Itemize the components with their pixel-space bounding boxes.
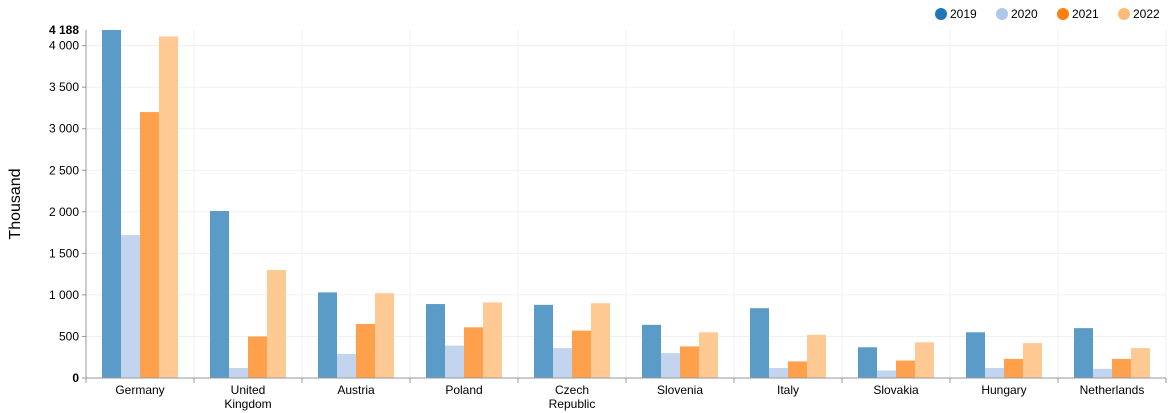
bar-2019[interactable]	[534, 304, 553, 378]
bar-2019[interactable]	[642, 324, 661, 378]
x-category-label: Slovakia	[873, 383, 919, 397]
legend-item-2022[interactable]: 2022	[1118, 7, 1160, 21]
legend-label: 2021	[1072, 7, 1099, 21]
bar-2021[interactable]	[140, 112, 159, 379]
x-category-label: Germany	[115, 383, 164, 397]
bar-2020[interactable]	[445, 345, 464, 378]
bar-2019[interactable]	[750, 308, 769, 378]
bar-2021[interactable]	[248, 336, 267, 378]
bar-2020[interactable]	[229, 368, 248, 378]
bar-2020[interactable]	[985, 368, 1004, 378]
bar-2021[interactable]	[572, 330, 591, 378]
x-category-label: United Kingdom	[224, 383, 271, 411]
bar-2022[interactable]	[591, 303, 610, 378]
x-category-label: Austria	[337, 383, 375, 397]
y-max-label: 4 188	[49, 23, 79, 37]
y-tick-label: 3 000	[49, 122, 79, 136]
bar-2019[interactable]	[1074, 328, 1093, 378]
bar-2019[interactable]	[102, 30, 121, 378]
x-category-label: Slovenia	[657, 383, 703, 397]
y-axis-label: Thousand	[7, 168, 24, 239]
bar-2019[interactable]	[318, 292, 337, 378]
legend-label: 2020	[1011, 7, 1038, 21]
y-tick-labels: 0 500 1 000 1 500 2 000 2 500 3 000 3 500 4 000 4…	[49, 23, 79, 385]
grid-lines	[85, 30, 1167, 378]
x-category-label: Poland	[445, 383, 482, 397]
bar-2020[interactable]	[1093, 368, 1112, 378]
bar-2022[interactable]	[699, 332, 718, 378]
legend[interactable]: 2019 2020 2021 2022	[935, 7, 1160, 21]
legend-swatch	[1057, 8, 1069, 20]
bar-2021[interactable]	[1112, 358, 1131, 378]
bar-2022[interactable]	[807, 334, 826, 378]
legend-swatch	[1118, 8, 1130, 20]
bar-2020[interactable]	[553, 348, 572, 378]
bar-2019[interactable]	[966, 332, 985, 378]
y-tick-label: 1 500	[49, 246, 79, 260]
bar-2022[interactable]	[915, 342, 934, 378]
y-tick-label: 3 500	[49, 80, 79, 94]
legend-swatch	[996, 8, 1008, 20]
bar-2019[interactable]	[426, 304, 445, 378]
x-category-label: Hungary	[981, 383, 1026, 397]
bar-2021[interactable]	[896, 360, 915, 378]
legend-item-2021[interactable]: 2021	[1057, 7, 1099, 21]
x-category-label: Czech Republic	[549, 383, 596, 411]
y-tick-label: 2 500	[49, 163, 79, 177]
bar-2021[interactable]	[464, 327, 483, 378]
x-category-label: Netherlands	[1080, 383, 1145, 397]
legend-label: 2022	[1133, 7, 1160, 21]
bar-2021[interactable]	[1004, 358, 1023, 378]
legend-item-2020[interactable]: 2020	[996, 7, 1038, 21]
x-category-label: Italy	[777, 383, 799, 397]
bar-2021[interactable]	[788, 361, 807, 378]
bar-2020[interactable]	[661, 353, 680, 378]
legend-swatch	[935, 8, 947, 20]
bar-2022[interactable]	[159, 36, 178, 378]
bar-2021[interactable]	[356, 323, 375, 378]
bar-2021[interactable]	[680, 346, 699, 378]
bar-2020[interactable]	[121, 235, 140, 378]
bars	[102, 30, 1150, 379]
bar-2022[interactable]	[1023, 343, 1042, 378]
y-tick-label: 4 000	[49, 39, 79, 53]
bar-2022[interactable]	[375, 293, 394, 378]
bar-2020[interactable]	[769, 368, 788, 378]
bar-2022[interactable]	[1131, 348, 1150, 378]
y-tick-label: 0	[72, 371, 79, 385]
bar-2019[interactable]	[858, 347, 877, 378]
y-tick-label: 1 000	[49, 288, 79, 302]
bar-2019[interactable]	[210, 210, 229, 378]
y-tick-label: 2 000	[49, 205, 79, 219]
bar-2020[interactable]	[337, 353, 356, 378]
legend-item-2019[interactable]: 2019	[935, 7, 977, 21]
bar-2020[interactable]	[877, 370, 896, 378]
bar-2022[interactable]	[483, 302, 502, 378]
bar-2022[interactable]	[267, 269, 286, 378]
axes	[82, 30, 1167, 383]
legend-label: 2019	[950, 7, 977, 21]
x-category-labels: Germany United Kingdom Austria Poland Czech Re…	[115, 383, 1144, 411]
y-tick-label: 500	[59, 329, 79, 343]
